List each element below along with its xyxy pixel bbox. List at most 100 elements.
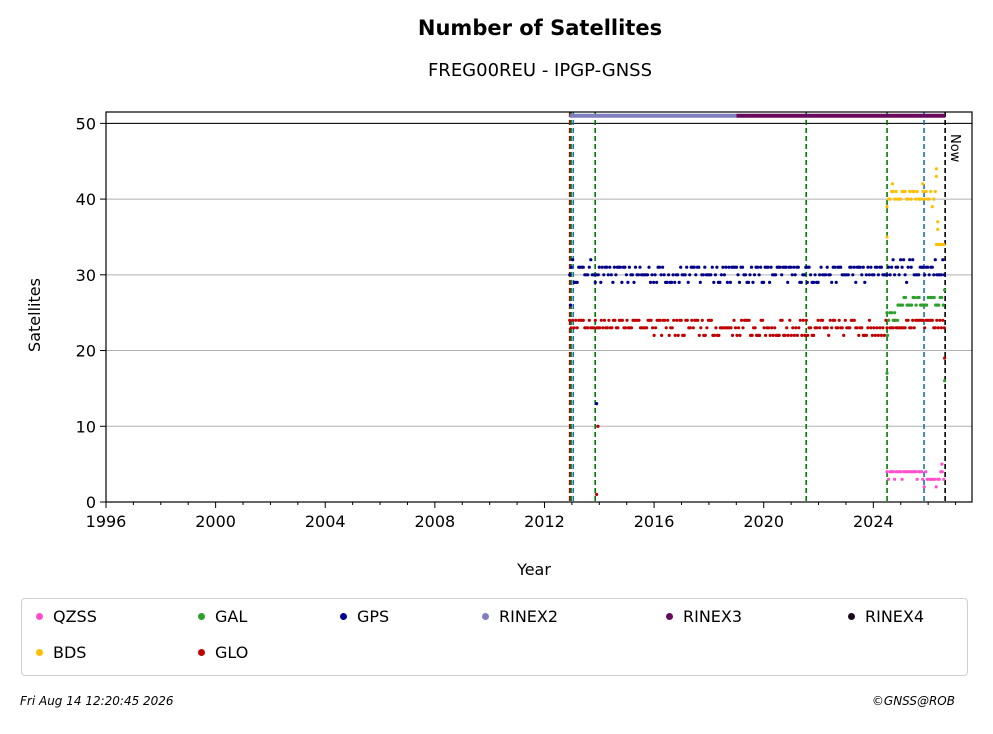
point-gps [825,265,829,269]
point-gal [885,311,889,315]
point-gps [866,265,870,269]
point-glo [923,326,927,330]
point-gps [809,273,813,277]
point-gps [670,280,674,284]
point-glo [843,318,847,322]
point-glo [574,318,578,322]
point-gps [600,265,604,269]
point-glo [866,326,870,330]
point-glo [660,333,664,337]
point-bds [915,189,919,194]
chart-subtitle: FREG00REU - IPGP-GNSS [427,60,653,81]
point-glo [885,326,889,330]
point-gps [923,273,927,277]
point-gps [748,273,752,277]
point-gps [728,280,733,284]
point-gps [939,273,943,277]
point-gps [679,265,683,269]
point-glo [712,333,717,337]
point-gal [937,303,941,307]
point-gps [710,265,714,269]
point-glo [679,318,683,322]
point-glo [613,318,617,322]
point-gps [599,280,603,284]
point-gal [941,303,945,307]
point-gps [897,273,901,277]
legend-item-qzss: QZSS [36,607,97,626]
legend-marker-qzss [36,613,43,620]
point-gps [569,265,573,269]
point-qzss [893,477,897,481]
point-gal [932,295,936,300]
point-gps [692,265,696,269]
point-bds [930,205,934,209]
point-glo [753,326,757,330]
point-glo [673,333,677,337]
point-glo [593,318,597,322]
point-bds [921,189,925,194]
legend-label-rinex4: RINEX4 [865,607,925,626]
point-gps [774,273,778,277]
point-glo [739,318,744,322]
point-gps [911,258,915,262]
point-glo [733,326,738,330]
point-glo [691,326,695,330]
point-gps [727,265,731,269]
point-gps [662,273,666,277]
point-gps [740,265,745,269]
point-gps [751,280,755,284]
point-gps [688,273,692,277]
point-gps [581,265,585,269]
point-gps [888,273,892,277]
point-gps [673,280,677,284]
legend-marker-glo [198,649,205,656]
point-gps [587,265,591,269]
point-glo [688,326,692,330]
point-glo [599,318,603,322]
footer-timestamp: Fri Aug 14 12:20:45 2026 [20,694,174,708]
point-qzss [934,485,938,489]
point-glo [602,318,607,322]
point-gps [648,280,653,284]
point-gps [921,265,925,269]
point-gps [790,273,794,277]
point-gps [926,265,930,269]
point-gps [667,273,671,277]
point-gps [879,265,884,269]
point-gps [632,280,636,284]
point-bds [934,174,939,178]
point-gps [713,273,718,277]
point-qzss [920,470,924,474]
x-tick-label: 2016 [634,512,675,531]
point-glo [762,326,766,330]
point-bds [934,167,939,171]
point-glo [587,318,591,322]
legend-marker-gal [198,613,205,620]
point-glo [827,333,831,337]
point-gal [940,295,944,300]
point-glo [568,318,572,322]
point-gps [636,273,641,277]
point-glo [801,318,805,322]
point-gps [721,265,725,269]
point-glo [625,318,629,322]
point-glo [770,326,774,330]
point-glo [623,326,628,330]
point-gps [828,273,832,277]
point-glo [575,326,579,330]
point-gps [698,280,702,284]
point-glo [815,326,819,330]
point-gal [891,318,895,322]
point-glo [906,318,910,322]
point-glo [825,326,829,330]
point-gps [605,265,609,269]
point-gps [854,280,858,284]
point-gps [709,273,713,277]
point-glo [935,318,939,322]
point-gps [686,280,690,284]
point-glo [875,326,879,330]
point-glo [672,318,676,322]
point-bds [914,197,918,201]
point-gps [645,273,650,277]
point-bds [923,197,927,201]
